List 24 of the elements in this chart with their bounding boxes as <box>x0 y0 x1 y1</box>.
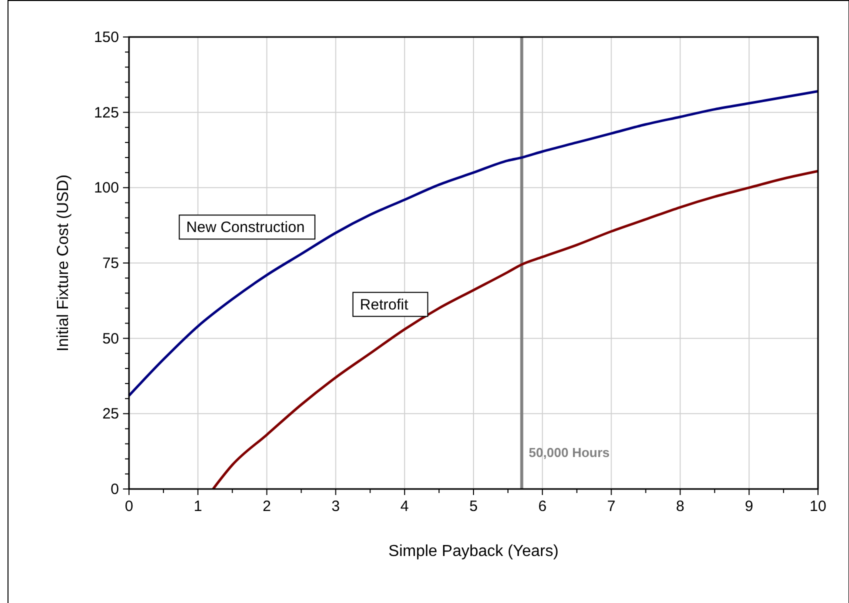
line-series <box>128 90 820 397</box>
x-tick-label: 3 <box>332 498 340 515</box>
y-tick-label: 75 <box>102 255 119 272</box>
x-tick-label: 8 <box>676 498 684 515</box>
y-axis-title: Initial Fixture Cost (USD) <box>55 174 72 352</box>
x-axis-title: Simple Payback (Years) <box>388 543 559 560</box>
y-tick-label: 100 <box>94 180 119 197</box>
y-tick-label: 125 <box>94 104 119 122</box>
series-label: Retrofit <box>360 296 410 314</box>
series-label: New Construction <box>186 219 305 236</box>
y-tick-label: 25 <box>102 406 119 423</box>
y-tick-label: 50 <box>102 330 119 348</box>
y-tick-label: 0 <box>110 481 119 498</box>
x-tick-label: 7 <box>607 498 616 515</box>
ref-line-label: 50,000 Hours <box>528 445 610 460</box>
x-tick-label: 0 <box>124 498 134 515</box>
x-tick-label: 1 <box>194 498 202 515</box>
x-tick-label: 6 <box>538 498 547 515</box>
x-tick-label: 9 <box>744 498 754 515</box>
x-tick-label: 10 <box>810 498 826 515</box>
x-tick-label: 2 <box>262 498 271 515</box>
y-tick-label: 150 <box>94 29 119 46</box>
x-tick-label: 4 <box>400 498 409 515</box>
x-tick-label: 5 <box>469 498 478 515</box>
